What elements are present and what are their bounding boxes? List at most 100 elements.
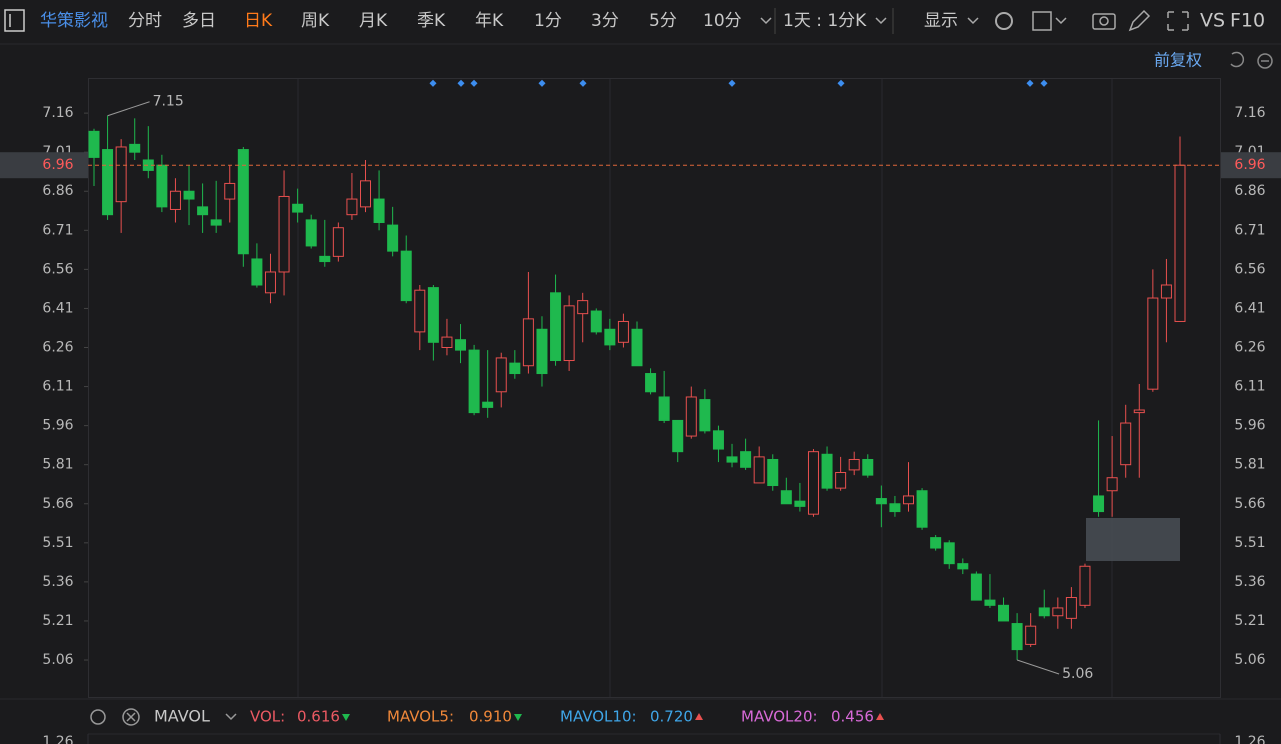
more-chevron[interactable] [760, 17, 772, 25]
period-tab[interactable]: 年K [475, 11, 504, 31]
candle-body [441, 336, 453, 349]
frame-chevron[interactable] [1055, 17, 1067, 25]
y2-tick-label: 6.71 [1234, 222, 1265, 238]
candle-body [957, 563, 969, 570]
indicator-chevron[interactable] [225, 713, 237, 721]
period-tab[interactable]: 日K [244, 11, 273, 31]
candle-body [563, 305, 575, 362]
y2-tick-label: 5.51 [1234, 535, 1265, 551]
candle-body [1079, 565, 1091, 606]
y-tick-label: 5.21 [42, 613, 73, 629]
candle-body [1011, 623, 1023, 651]
y-tick-label: 5.81 [42, 457, 73, 473]
candle-body [1133, 409, 1145, 414]
indicator-value: 0.456 [831, 708, 874, 726]
candle-body [712, 430, 724, 450]
candle-body [943, 542, 955, 565]
period-chevron[interactable] [875, 17, 887, 25]
candle-body [360, 180, 371, 208]
candle-body [1093, 495, 1105, 513]
y2-tick-label: 5.36 [1234, 574, 1265, 590]
candle-body [726, 456, 738, 463]
annotation-label: 7.15 [153, 94, 184, 110]
zoom-out-icon[interactable] [1257, 53, 1273, 69]
indicator-close-x [126, 712, 136, 722]
candle-body [658, 396, 670, 421]
period-tab[interactable]: 10分 [703, 11, 742, 31]
indicator-settings[interactable] [90, 709, 106, 725]
event-marker[interactable] [837, 79, 845, 87]
candle-body [495, 357, 507, 393]
fullscreen-icon[interactable] [1167, 11, 1189, 31]
candle-body [875, 498, 887, 505]
candle-body [672, 419, 684, 453]
settings-icon[interactable] [995, 12, 1013, 30]
candle-body [862, 458, 874, 476]
candles: 7.16 7.167.01 7.016.86 6.866.71 6.716.56 6.56… [0, 94, 1281, 682]
y2-tick-label: 7.16 [1234, 105, 1265, 121]
vs-button[interactable]: VS [1200, 10, 1225, 32]
period-tab[interactable]: 3分 [591, 11, 619, 31]
candle-body [414, 289, 426, 333]
overlay-box [1086, 518, 1180, 561]
candle-body [1052, 607, 1064, 617]
period-tab[interactable]: 多日 [182, 11, 216, 31]
indicator-name[interactable]: MAVOL [154, 707, 210, 726]
f10-button[interactable]: F10 [1230, 10, 1265, 32]
period-tab[interactable]: 5分 [649, 11, 677, 31]
period-tab[interactable]: 1分 [534, 11, 562, 31]
y-tick-label: 6.11 [42, 379, 73, 395]
display-menu[interactable]: 显示 [924, 11, 958, 31]
y-tick-label: 5.06 [42, 652, 73, 668]
period-select[interactable]: 1天 : 1分K [783, 11, 867, 31]
candle-body [522, 318, 534, 367]
candle-body [197, 206, 209, 216]
y2-tick-label: 6.56 [1234, 261, 1265, 277]
candle-body [590, 310, 602, 333]
indicator-value: 0.720 [650, 708, 693, 726]
indicator-close[interactable] [122, 708, 140, 726]
annotation-label: 5.06 [1062, 666, 1093, 682]
camera-icon[interactable] [1092, 13, 1116, 30]
event-marker[interactable] [579, 79, 587, 87]
frame-icon[interactable] [1032, 11, 1052, 31]
display-chevron[interactable] [967, 17, 979, 25]
stock-name[interactable]: 华策影视 [40, 11, 108, 31]
indicator-label: MAVOL20: [741, 708, 818, 726]
event-marker[interactable] [728, 79, 736, 87]
candle-body [685, 396, 697, 437]
period-tab[interactable]: 季K [417, 11, 446, 31]
sidebar-toggle[interactable] [4, 9, 25, 32]
volume-tick-label: 1.26 [42, 734, 73, 744]
last-price-box [0, 152, 88, 179]
trend-arrow [342, 714, 350, 721]
candle-body [767, 458, 779, 487]
candle-body [129, 143, 141, 153]
candle-body [1174, 164, 1186, 322]
candle-body [1160, 284, 1172, 299]
candle-body [237, 149, 249, 255]
event-marker[interactable] [470, 79, 478, 87]
period-tab[interactable]: 周K [301, 11, 330, 31]
candle-body [740, 451, 752, 468]
period-tab[interactable]: 分时 [128, 11, 162, 31]
candle-body [794, 500, 806, 507]
candle-body [224, 182, 236, 200]
event-marker[interactable] [538, 79, 546, 87]
trend-arrow [876, 713, 884, 720]
adjust-mode[interactable]: 前复权 [1154, 51, 1202, 70]
last-price-label: 6.96 [42, 157, 73, 173]
event-marker[interactable] [429, 79, 437, 87]
period-tab[interactable]: 月K [359, 11, 388, 31]
candle-body [373, 198, 385, 223]
trend-arrow [695, 713, 703, 720]
candle-body [251, 258, 263, 286]
annotation-leader [1016, 659, 1060, 675]
draw-icon[interactable] [1128, 9, 1151, 32]
candle-body [305, 219, 317, 247]
candle-body [984, 599, 996, 606]
reset-icon[interactable] [1230, 51, 1245, 68]
y-tick-label: 6.71 [42, 222, 73, 238]
event-marker[interactable] [457, 79, 465, 87]
candle-body [780, 490, 792, 505]
